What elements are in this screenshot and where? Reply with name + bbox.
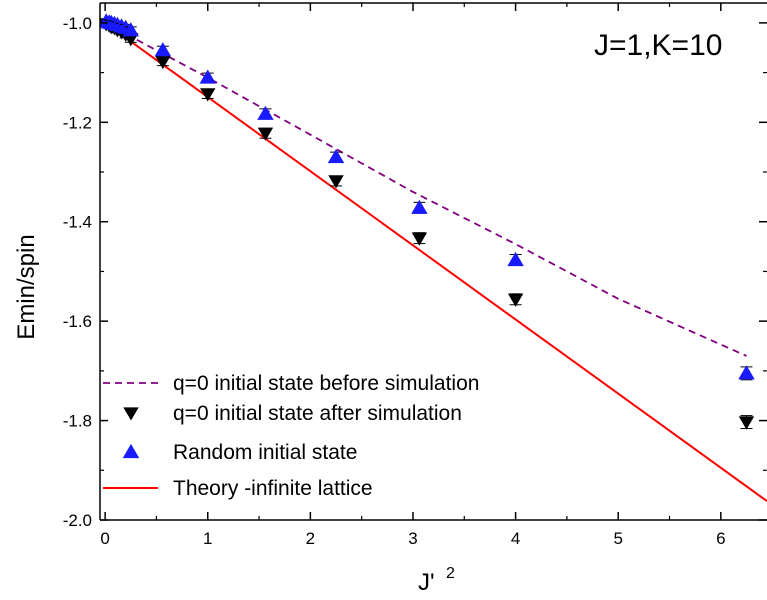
x-tick-label-5: 5 (613, 529, 622, 548)
point-random-14 (738, 365, 755, 381)
point-random-7 (122, 22, 140, 37)
point-random-14-marker (738, 365, 755, 380)
legend-item-1: q=0 initial state after simulation (123, 402, 462, 425)
point-after-11 (328, 175, 344, 189)
point-after-13-marker (507, 293, 524, 307)
annotation-label: J=1,K=10 (594, 29, 722, 62)
legend-item-0: q=0 initial state before simulation (103, 372, 479, 395)
legend-swatch-1 (123, 407, 139, 421)
point-random-7-marker (122, 22, 140, 37)
point-after-11-marker (328, 175, 344, 189)
point-random-10-marker (257, 105, 274, 120)
point-after-14 (738, 415, 755, 430)
y-tick-label-4: -1.8 (63, 412, 92, 431)
point-random-13-marker (507, 251, 524, 267)
x-tick-label-0: 0 (100, 529, 109, 548)
point-after-10-marker (257, 127, 274, 141)
x-tick-label-2: 2 (306, 529, 315, 548)
x-axis-title: J' 2 (418, 565, 455, 596)
x-tick-label-1: 1 (203, 529, 212, 548)
point-random-8 (154, 42, 172, 57)
series-before-line (104, 22, 747, 357)
legend-item-2: Random initial state (122, 441, 357, 464)
legend-label-3: Theory -infinite lattice (173, 477, 373, 500)
axes-layer: 0 1 2 3 4 5 6 -1.0 -1.2 -1.4 -1.6 -1.8 -2.0 (63, 2, 767, 548)
point-after-8 (155, 55, 171, 70)
series-theory-line (104, 22, 767, 502)
point-random-9 (199, 69, 216, 84)
series-layer (100, 13, 767, 502)
point-random-11 (327, 149, 345, 164)
point-random-12 (411, 199, 428, 214)
x-axis-label-superscript: 2 (446, 565, 455, 582)
point-random-11-marker (327, 149, 345, 164)
x-axis-label: J' (418, 569, 435, 596)
point-random-9-marker (199, 69, 216, 84)
point-random-13 (507, 251, 524, 267)
y-axis-label: Emin/spin (13, 234, 40, 339)
point-after-8-marker (155, 55, 171, 70)
point-after-7-marker (123, 33, 139, 47)
legend-swatch-2 (122, 443, 140, 459)
point-after-13 (507, 293, 524, 307)
y-tick-label-5: -2.0 (63, 511, 92, 530)
point-random-10 (257, 105, 274, 120)
point-after-14-marker (738, 416, 755, 430)
point-after-12-marker (411, 232, 428, 246)
x-tick-label-3: 3 (408, 529, 417, 548)
x-tick-label-4: 4 (511, 529, 520, 548)
series-clipped (100, 13, 767, 502)
y-tick-label-3: -1.6 (63, 312, 92, 331)
y-tick-label-0: -1.0 (63, 14, 92, 33)
legend-item-3: Theory -infinite lattice (103, 477, 373, 500)
legend-label-2: Random initial state (173, 441, 357, 464)
y-tick-label-1: -1.2 (63, 113, 92, 132)
legend: q=0 initial state before simulation q=0 i… (103, 372, 479, 500)
point-random-8-marker (154, 42, 172, 57)
legend-label-0: q=0 initial state before simulation (173, 372, 479, 395)
point-after-9 (200, 88, 216, 102)
point-after-9-marker (200, 88, 216, 102)
point-after-12 (411, 232, 428, 246)
point-random-12-marker (411, 199, 428, 214)
x-tick-label-6: 6 (716, 529, 725, 548)
y-tick-label-2: -1.4 (63, 213, 92, 232)
point-after-10 (257, 127, 274, 141)
legend-label-1: q=0 initial state after simulation (173, 402, 462, 425)
